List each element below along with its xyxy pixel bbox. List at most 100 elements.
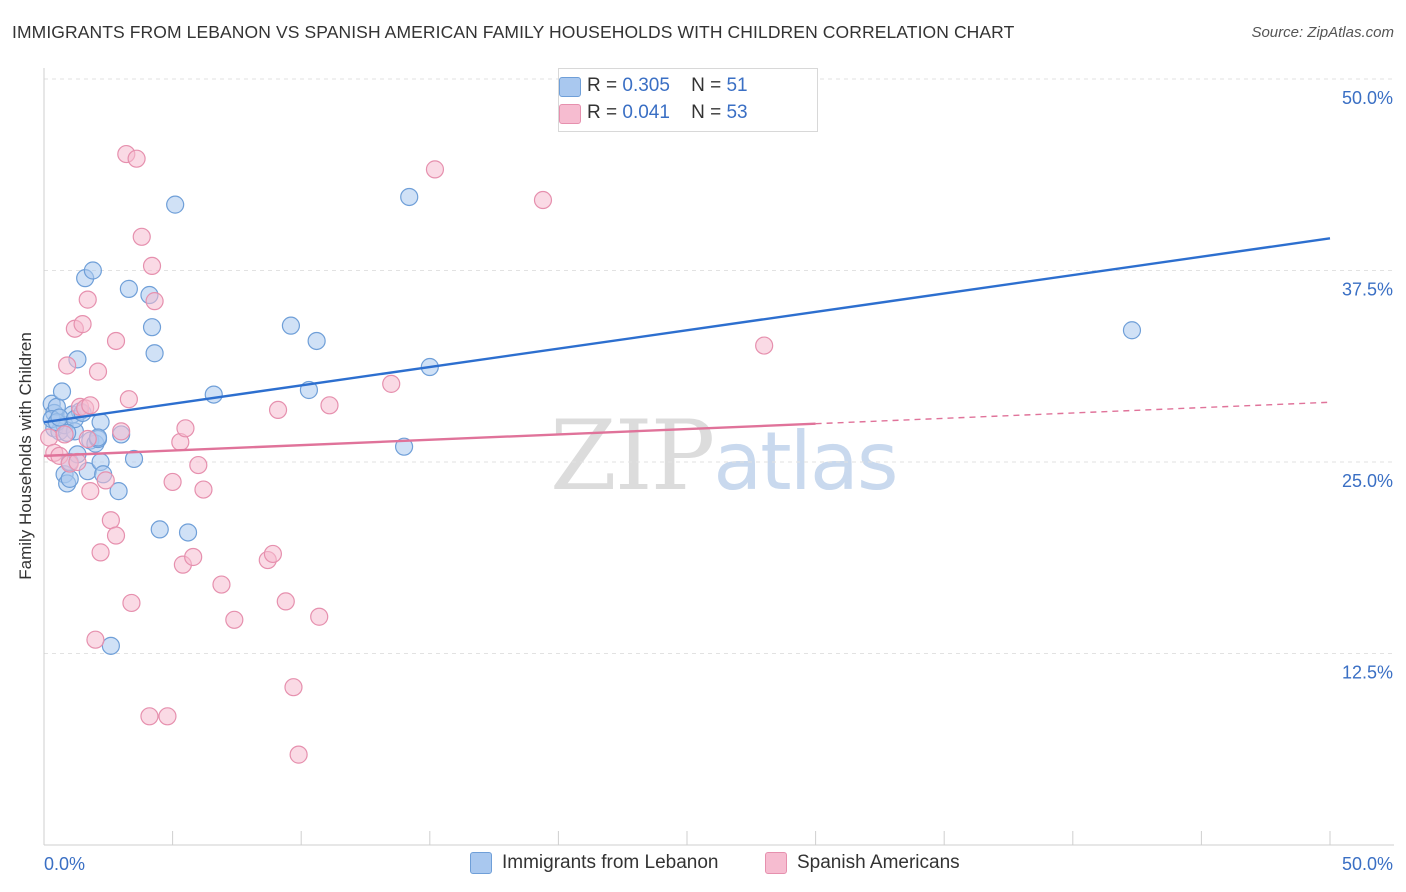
bottom-legend-spanish: Spanish Americans [765,852,960,874]
point-spanish [88,362,108,381]
point-lebanon [50,408,69,427]
trend-line-lebanon [43,237,1331,424]
point-spanish [58,356,77,375]
x-tick-label: 0.0% [44,854,85,874]
point-lebanon [101,636,120,655]
watermark: ZIPatlas [550,400,899,512]
point-spanish [189,455,208,475]
point-spanish [127,149,146,168]
y-axis-label: Family Households with Children [16,332,35,580]
point-spanish [73,315,92,334]
y-tick-label: 37.5% [1342,280,1393,300]
chart-title: IMMIGRANTS FROM LEBANON VS SPANISH AMERI… [12,22,1015,42]
point-lebanon [281,316,301,335]
x-tick-label: 50.0% [1342,854,1393,874]
point-lebanon [52,382,72,401]
point-lebanon [119,279,138,298]
trend-lines [43,237,1331,458]
point-spanish [263,544,283,564]
point-spanish [310,607,329,626]
point-spanish [91,543,110,562]
point-lebanon [1122,321,1142,340]
legend-r-label: R = [587,102,618,123]
point-lebanon [109,482,128,501]
point-spanish [86,630,105,649]
legend-row-spanish: R = 0.041 N = 53 [559,102,748,124]
point-lebanon [204,385,223,404]
stats-legend: R = 0.305 N = 51 R = 0.041 N = 53 [558,68,818,132]
point-lebanon [307,331,326,351]
source-label: Source: ZipAtlas.com [1251,24,1394,41]
point-spanish [194,480,213,499]
trend-line-spanish [43,422,816,458]
point-spanish [81,482,100,501]
point-spanish [225,610,244,629]
point-lebanon [83,261,102,280]
point-spanish [81,396,100,415]
legend-r-value: 0.305 [622,75,670,96]
point-spanish [112,422,131,441]
legend-n-label: N = [691,75,722,96]
y-tick-label: 25.0% [1342,471,1393,491]
point-spanish [145,292,164,311]
point-spanish [176,419,195,438]
point-spanish [425,160,445,179]
point-spanish [78,290,97,309]
point-spanish [755,336,774,355]
point-spanish [68,452,87,472]
point-spanish [142,256,162,276]
point-spanish [132,227,151,246]
y-tick-label: 50.0% [1342,88,1393,108]
legend-n-value: 51 [726,75,748,96]
grid-lines [44,78,1394,654]
legend-row-lebanon: R = 0.305 N = 51 [559,75,748,97]
point-spanish [106,526,126,545]
point-spanish [55,425,74,444]
point-lebanon [60,469,79,488]
point-spanish [284,678,303,697]
legend-r-value: 0.041 [622,102,670,123]
point-spanish [96,471,115,490]
legend-r-label: R = [587,75,618,96]
point-spanish [320,396,339,415]
bottom-swatch-blue [470,852,492,874]
point-lebanon [178,523,198,542]
bottom-legend-label: Immigrants from Lebanon [502,852,719,873]
point-spanish [140,707,159,726]
point-lebanon [166,195,185,214]
point-lebanon [145,344,164,363]
point-lebanon [394,437,414,456]
point-spanish [212,575,231,594]
point-spanish [119,390,138,409]
point-spanish [382,374,401,393]
bottom-legend-label: Spanish Americans [797,852,960,873]
tick-labels: 12.5% 25.0% 37.5% 50.0% 0.0% 50.0% [44,88,1393,874]
point-spanish [106,331,126,351]
point-spanish [533,190,553,210]
point-lebanon [91,413,110,432]
data-points [40,144,1142,764]
y-tick-label: 12.5% [1342,663,1393,683]
point-spanish [289,745,308,764]
point-lebanon [142,318,162,337]
point-lebanon [124,449,144,469]
point-spanish [101,511,120,530]
point-spanish [78,429,97,449]
point-spanish [163,472,182,492]
point-spanish [184,547,203,567]
axes [43,68,1394,846]
legend-n-label: N = [691,102,722,123]
trend-line-spanish-extrapolated [815,401,1331,425]
point-spanish [122,593,141,613]
bottom-swatch-pink [765,852,787,874]
point-spanish [40,428,59,447]
point-spanish [158,707,177,726]
legend-n-value: 53 [726,102,748,123]
watermark-zip: ZIP [550,400,715,512]
point-spanish [276,592,295,611]
legend-swatch-pink [559,104,581,124]
point-spanish [268,400,288,420]
point-lebanon [150,520,169,539]
bottom-legend-lebanon: Immigrants from Lebanon [470,852,719,874]
